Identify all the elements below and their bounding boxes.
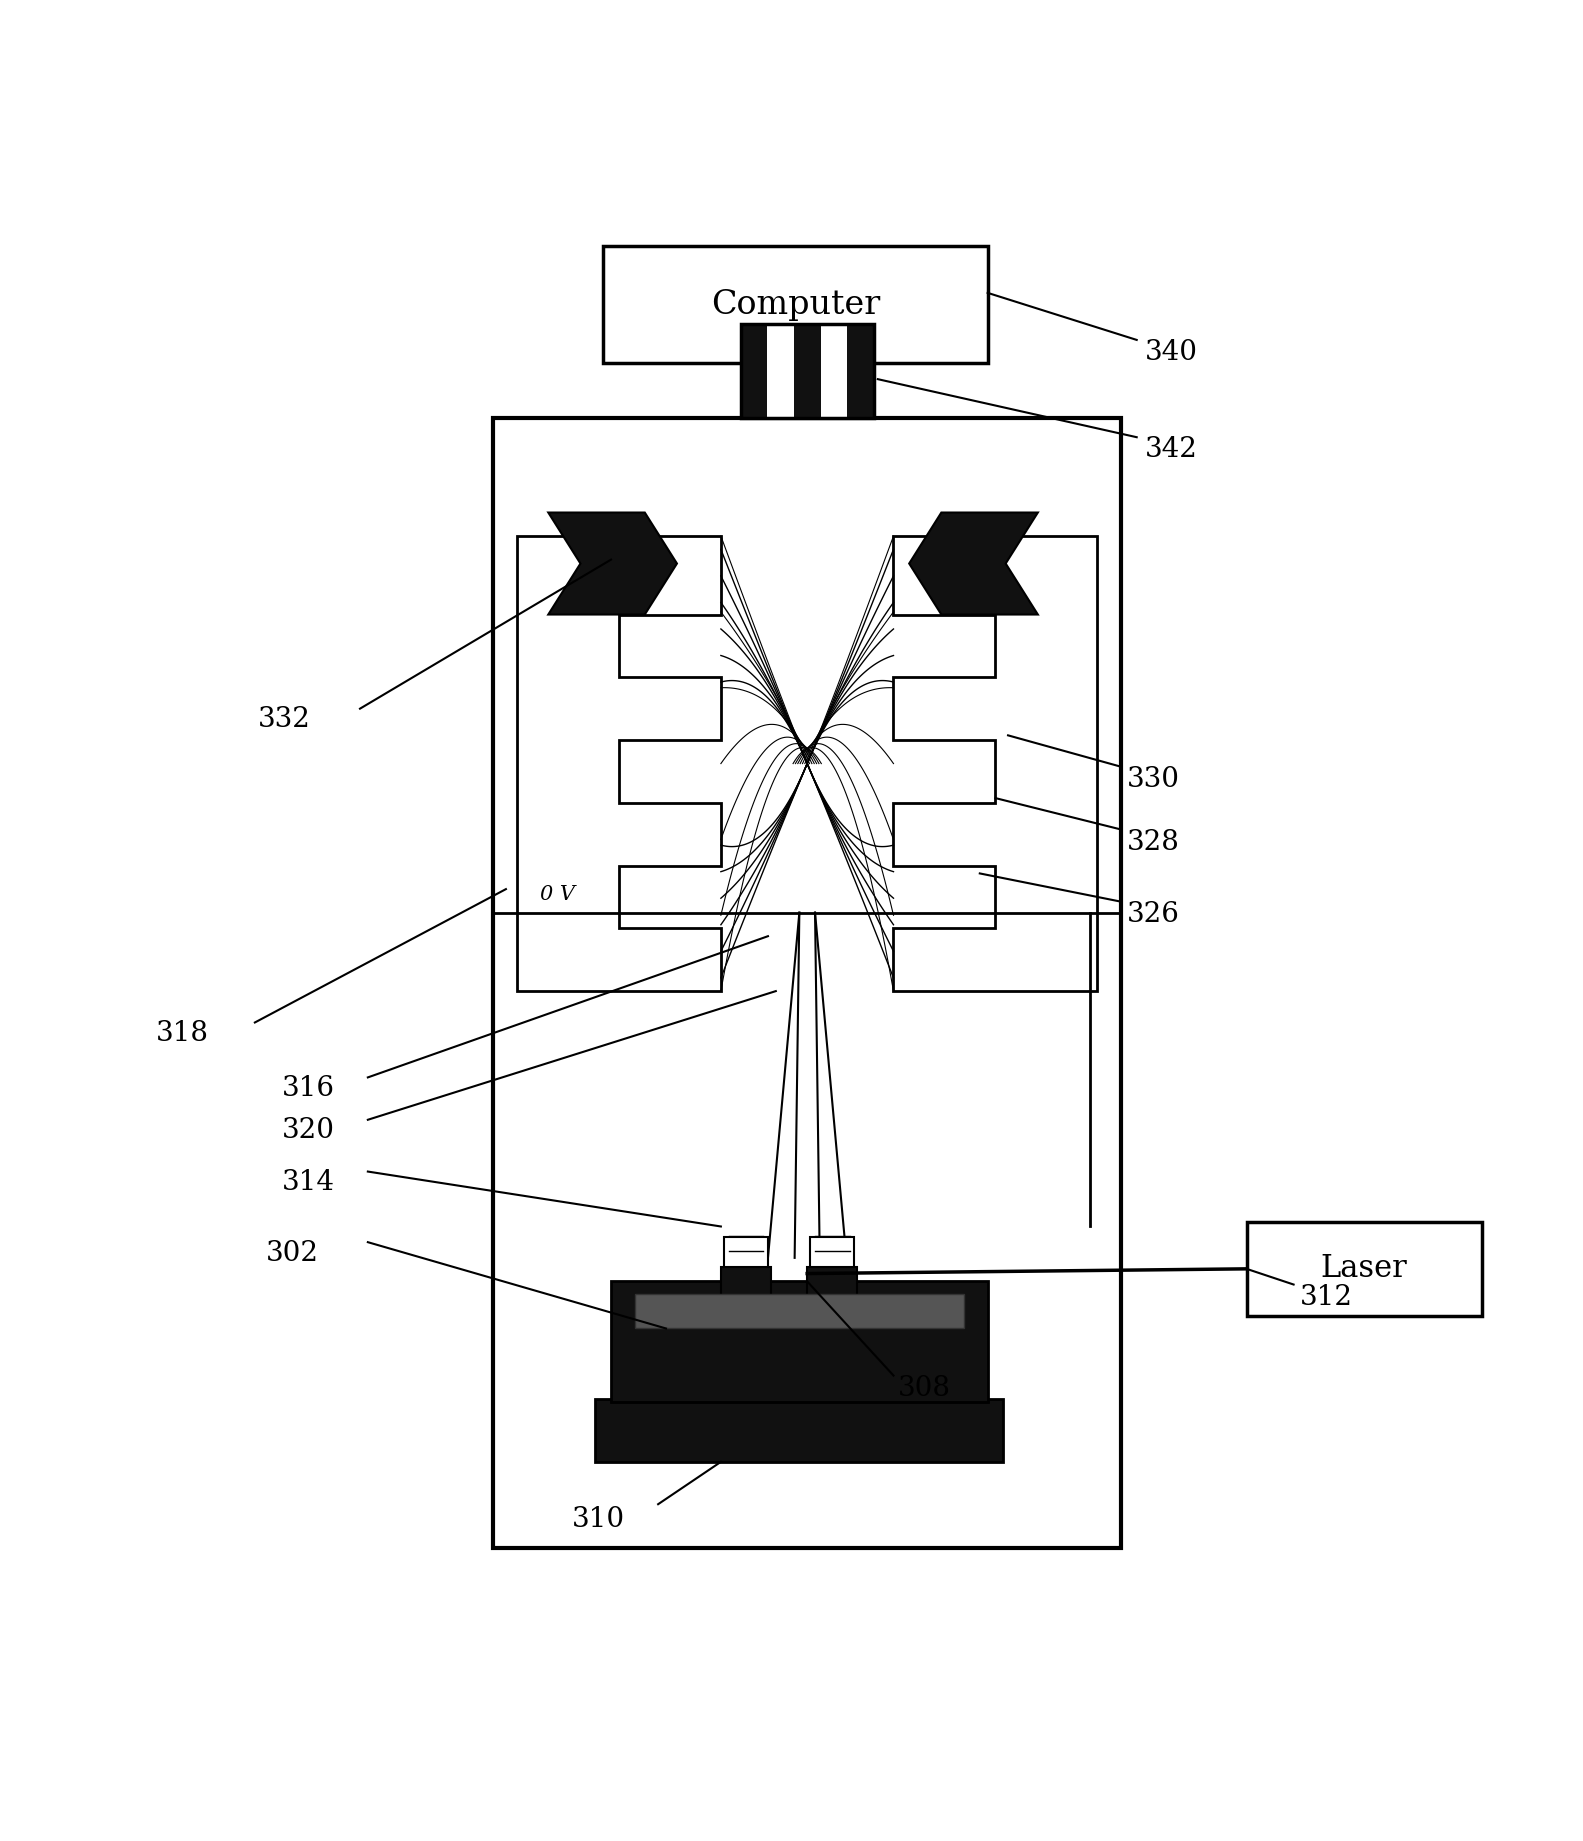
Text: 320: 320 bbox=[282, 1117, 334, 1145]
Text: 308: 308 bbox=[898, 1375, 951, 1401]
Text: 316: 316 bbox=[282, 1075, 334, 1103]
Bar bbox=[720, 1267, 771, 1298]
Text: 342: 342 bbox=[1145, 436, 1197, 464]
Polygon shape bbox=[893, 536, 1097, 990]
Text: 326: 326 bbox=[1127, 900, 1181, 928]
Text: 0 V: 0 V bbox=[540, 886, 576, 904]
Text: 330: 330 bbox=[1127, 766, 1181, 793]
Text: 328: 328 bbox=[1127, 828, 1181, 856]
Text: Laser: Laser bbox=[1320, 1254, 1407, 1285]
Bar bbox=[793, 324, 820, 418]
Bar bbox=[635, 1294, 964, 1329]
Text: 312: 312 bbox=[1300, 1283, 1353, 1311]
Bar bbox=[820, 324, 847, 418]
Polygon shape bbox=[548, 512, 678, 615]
Text: 340: 340 bbox=[1145, 339, 1198, 366]
Text: Computer: Computer bbox=[711, 289, 880, 320]
Text: 302: 302 bbox=[266, 1239, 318, 1267]
Bar bbox=[768, 324, 793, 418]
Polygon shape bbox=[909, 512, 1038, 615]
Bar bbox=[603, 247, 988, 363]
Bar bbox=[847, 324, 874, 418]
Bar bbox=[741, 324, 874, 418]
Text: 332: 332 bbox=[258, 707, 310, 733]
Bar bbox=[741, 324, 768, 418]
Polygon shape bbox=[518, 536, 720, 990]
Text: 310: 310 bbox=[571, 1506, 625, 1534]
Bar bbox=[611, 1281, 988, 1403]
Text: 318: 318 bbox=[157, 1020, 209, 1048]
Bar bbox=[810, 1237, 855, 1267]
Bar bbox=[1246, 1222, 1482, 1316]
Bar bbox=[723, 1237, 768, 1267]
Bar bbox=[595, 1399, 1004, 1462]
Bar bbox=[494, 418, 1121, 1548]
Bar bbox=[807, 1267, 858, 1298]
Text: 314: 314 bbox=[282, 1169, 334, 1197]
